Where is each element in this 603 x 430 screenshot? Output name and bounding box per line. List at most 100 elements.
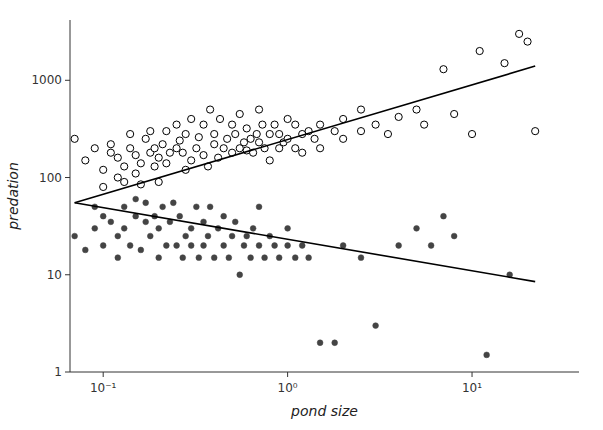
x-tick — [103, 372, 104, 377]
filled-point — [188, 243, 194, 249]
open-point — [255, 106, 262, 113]
filled-point — [272, 243, 278, 249]
open-point — [188, 115, 195, 122]
open-point — [228, 121, 235, 128]
x-tick-label: 10⁰ — [278, 381, 298, 395]
open-point — [311, 135, 318, 142]
open-point — [440, 66, 447, 73]
filled-point — [428, 243, 434, 249]
filled-point — [207, 204, 213, 210]
x-axis — [70, 372, 579, 373]
filled-point — [358, 255, 364, 261]
open-point — [224, 135, 231, 142]
open-point — [255, 139, 262, 146]
y-tick-label: 1000 — [31, 73, 62, 87]
open-point — [299, 149, 306, 156]
open-point — [516, 30, 523, 37]
filled-point — [147, 233, 153, 239]
filled-point — [201, 243, 207, 249]
open-point — [372, 121, 379, 128]
open-point — [211, 141, 218, 148]
filled-point — [226, 255, 232, 261]
open-point — [188, 157, 195, 164]
open-point — [100, 183, 107, 190]
filled-point — [317, 340, 323, 346]
open-point — [107, 149, 114, 156]
trend-line — [75, 66, 536, 203]
open-point — [163, 160, 170, 167]
open-point — [271, 121, 278, 128]
filled-point — [211, 255, 217, 261]
open-point — [159, 141, 166, 148]
plot-area — [71, 30, 539, 357]
filled-point — [156, 255, 162, 261]
open-point — [276, 130, 283, 137]
open-point — [200, 121, 207, 128]
filled-point — [285, 225, 291, 231]
open-point — [220, 145, 227, 152]
x-tick-label: 10⁻¹ — [90, 381, 117, 395]
filled-point — [143, 200, 149, 206]
open-point — [207, 106, 214, 113]
filled-point — [196, 255, 202, 261]
open-point — [121, 178, 128, 185]
filled-point — [299, 243, 305, 249]
open-point — [179, 149, 186, 156]
filled-point — [188, 225, 194, 231]
open-point — [173, 121, 180, 128]
trend-line — [75, 203, 536, 282]
filled-point — [241, 243, 247, 249]
filled-point — [484, 352, 490, 358]
open-point — [232, 130, 239, 137]
filled-point — [82, 247, 88, 253]
open-point — [384, 130, 391, 137]
filled-point — [108, 219, 114, 225]
filled-point — [414, 225, 420, 231]
open-point — [114, 154, 121, 161]
open-point — [524, 38, 531, 45]
y-tick-label: 10 — [47, 268, 62, 282]
open-point — [292, 121, 299, 128]
open-point — [413, 106, 420, 113]
filled-point — [262, 255, 268, 261]
filled-point — [396, 243, 402, 249]
filled-point — [451, 233, 457, 239]
open-point — [200, 152, 207, 159]
open-point — [195, 134, 202, 141]
open-point — [316, 145, 323, 152]
open-point — [240, 139, 247, 146]
open-point — [193, 145, 200, 152]
x-tick — [287, 372, 288, 377]
open-point — [163, 128, 170, 135]
filled-point — [332, 340, 338, 346]
open-point — [476, 47, 483, 54]
filled-point — [205, 233, 211, 239]
open-point — [266, 130, 273, 137]
filled-point — [221, 213, 227, 219]
open-point — [243, 125, 250, 132]
filled-point — [133, 196, 139, 202]
filled-point — [292, 255, 298, 261]
filled-point — [143, 219, 149, 225]
filled-point — [156, 225, 162, 231]
open-point — [357, 106, 364, 113]
x-tick-label: 10¹ — [462, 381, 482, 395]
open-point — [292, 145, 299, 152]
filled-point — [160, 204, 166, 210]
chart: 10⁻¹10⁰10¹1101001000pond sizepredation — [0, 0, 603, 430]
filled-point — [177, 213, 183, 219]
open-point — [127, 130, 134, 137]
open-point — [142, 135, 149, 142]
filled-point — [285, 243, 291, 249]
y-tick-label: 100 — [39, 171, 62, 185]
open-point — [166, 149, 173, 156]
y-tick — [65, 372, 70, 373]
filled-point — [193, 204, 199, 210]
open-point — [121, 163, 128, 170]
open-point — [357, 128, 364, 135]
open-point — [182, 130, 189, 137]
open-point — [468, 130, 475, 137]
open-point — [247, 135, 254, 142]
open-point — [259, 121, 266, 128]
open-point — [82, 157, 89, 164]
